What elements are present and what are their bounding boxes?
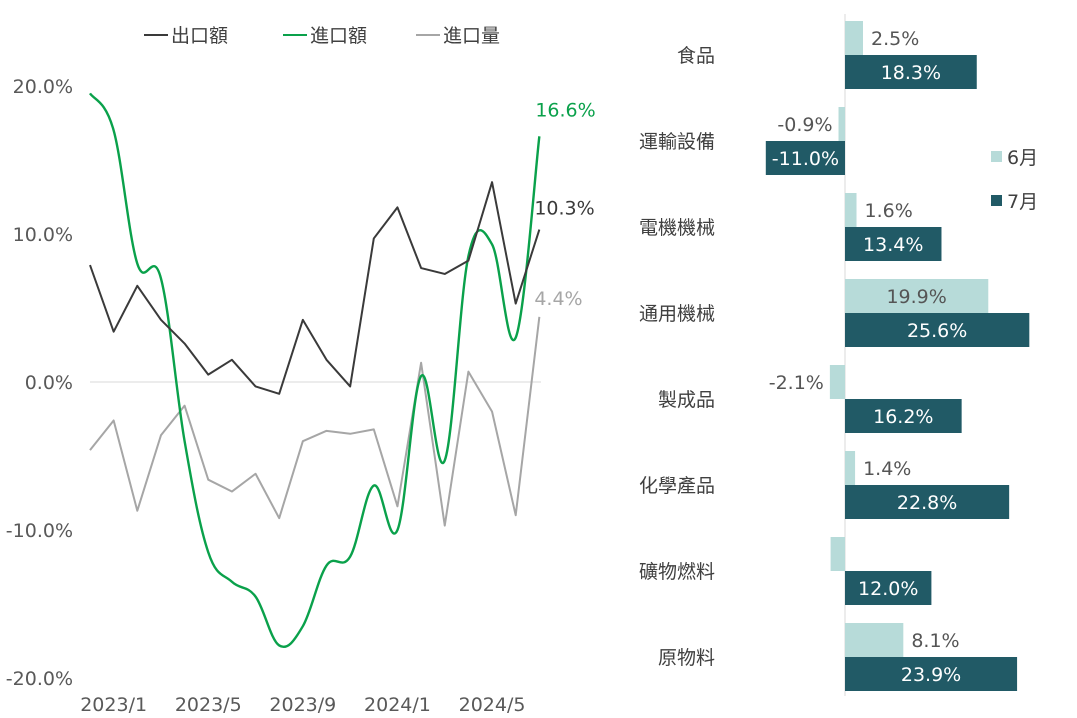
bar-july [845,55,977,89]
y-tick-label: 20.0% [13,76,73,98]
bar-value-label: 18.3% [881,62,941,84]
bar-value-label: 2.5% [871,28,919,50]
bar-june [845,623,904,657]
category-label: 電機機械 [639,217,715,239]
bar-july [845,571,932,605]
x-tick-label: 2023/5 [175,694,242,716]
bar-value-label: 1.6% [865,200,913,222]
legend-label: 進口額 [310,25,367,47]
bar-july [765,141,845,175]
legend-swatch [991,195,1002,206]
bar-july [845,399,962,433]
category-label: 原物料 [658,647,715,669]
bar-june [845,21,863,55]
x-tick-label: 2024/1 [364,694,431,716]
legend-label: 出口額 [171,25,228,47]
bar-june [845,279,989,313]
series-line-export [89,181,541,395]
series-line-import [88,92,541,648]
y-tick-label: 10.0% [13,224,73,246]
y-tick-label: 0.0% [25,372,73,394]
bar-july [845,313,1030,347]
bar-july [845,227,942,261]
y-tick-label: -20.0% [6,668,73,690]
bar-value-label: 23.9% [901,664,961,686]
bar-july [845,485,1010,519]
x-tick-label: 2023/9 [269,694,336,716]
legend-label: 6月 [1007,147,1038,169]
legend-label: 7月 [1007,191,1038,213]
x-tick-label: 2023/1 [80,694,147,716]
y-tick-label: -10.0% [6,520,73,542]
category-label: 礦物燃料 [639,561,715,583]
category-label: 食品 [677,45,715,67]
series-end-label: 16.6% [535,99,595,121]
bar-value-label: 12.0% [858,578,918,600]
series-end-label: 4.4% [534,288,582,310]
bar-june [845,193,857,227]
bar-value-label: 8.1% [911,630,959,652]
category-label: 運輸設備 [639,131,715,153]
bar-value-label: -11.0% [772,148,839,170]
bar-july [845,657,1018,691]
bar-june [829,365,845,399]
bar-chart: 食品 2.5% 18.3% 運輸設備 -0.9% -11.0% 電機機械 1.6% 13.4% 通… [639,14,1038,696]
bar-june [845,451,856,485]
bar-value-label: 19.9% [886,286,946,308]
bar-value-label: 25.6% [907,320,967,342]
category-label: 通用機械 [639,303,715,325]
series-end-label: 10.3% [534,198,594,220]
bar-value-label: -2.1% [769,372,824,394]
legend-label: 進口量 [443,25,500,47]
bar-value-label: 22.8% [897,492,957,514]
legend-swatch [991,151,1002,162]
series-line-import-volume [89,316,541,527]
bar-value-label: 16.2% [873,406,933,428]
category-label: 化學產品 [639,475,715,497]
line-chart: 20.0% 10.0% 0.0% -10.0% -20.0% 2023/1 2023/5 20… [6,25,596,716]
category-label: 製成品 [658,389,715,411]
x-tick-label: 2024/5 [459,694,526,716]
bar-june [838,107,845,141]
bar-june [830,537,845,571]
bar-value-label: -0.9% [777,114,832,136]
bar-value-label: 13.4% [863,234,923,256]
bar-value-label: 1.4% [863,458,911,480]
